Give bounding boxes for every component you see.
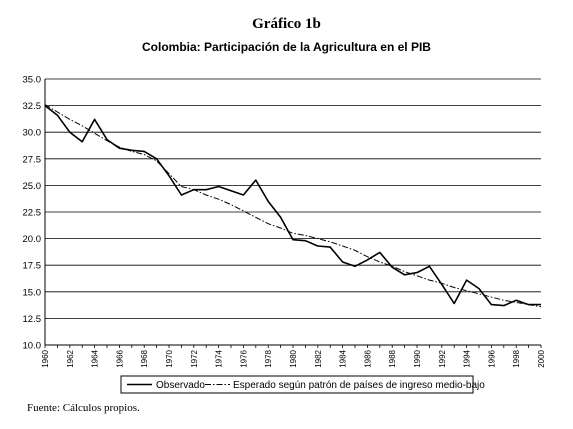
x-tick-label: 1992 (438, 349, 447, 367)
x-tick-label: 1988 (388, 349, 397, 367)
chart-title: Colombia: Participación de la Agricultur… (142, 40, 431, 54)
y-tick-label: 35.0 (23, 75, 42, 86)
x-tick-label: 1998 (512, 349, 521, 367)
x-tick-label: 1974 (215, 349, 224, 367)
x-tick-label: 1996 (487, 349, 496, 367)
x-tick-label: 1982 (314, 349, 323, 367)
x-axis-ticks: 1960 1962 1964 1966 1968 1970 1972 1974 1976 1978… (41, 345, 546, 368)
x-tick-label: 1968 (140, 349, 149, 367)
x-tick-label: 1984 (339, 349, 348, 367)
y-tick-label: 10.0 (23, 341, 42, 352)
x-tick-label: 1978 (264, 349, 273, 367)
x-tick-label: 1986 (363, 349, 372, 367)
legend-label-observado: Observado (156, 380, 205, 391)
y-tick-label: 22.5 (23, 208, 42, 219)
x-tick-label: 1960 (41, 349, 50, 367)
y-tick-label: 12.5 (23, 314, 42, 325)
y-tick-label: 17.5 (23, 261, 42, 272)
y-tick-label: 32.5 (23, 101, 42, 112)
figure-supertitle: Gráfico 1b (252, 16, 321, 32)
x-tick-label: 1972 (190, 349, 199, 367)
legend-box (120, 375, 474, 394)
gridlines (45, 78, 541, 346)
y-tick-label: 27.5 (23, 154, 42, 165)
source-note: Fuente: Cálculos propios. (27, 402, 140, 414)
y-axis-ticks: 10.0 12.5 15.0 17.5 20.0 22.5 25.0 27.5 30.0 32.5… (23, 75, 42, 352)
x-tick-label: 1962 (66, 349, 75, 367)
series-line-observado (44, 104, 541, 307)
series-line-esperado (44, 104, 542, 308)
x-tick-label: 1994 (463, 349, 472, 367)
series-lines (44, 104, 542, 308)
y-tick-label: 15.0 (23, 287, 42, 298)
y-tick-label: 30.0 (23, 128, 42, 139)
x-tick-label: 1976 (239, 349, 248, 367)
y-tick-label: 20.0 (23, 234, 42, 245)
x-tick-label: 1970 (165, 349, 174, 367)
x-tick-label: 2000 (537, 349, 546, 367)
x-tick-label: 1990 (413, 349, 422, 367)
legend: Observado Esperado según patrón de paíse… (120, 375, 485, 394)
x-tick-label: 1964 (91, 349, 100, 367)
x-tick-label: 1980 (289, 349, 298, 367)
y-tick-label: 25.0 (23, 181, 42, 192)
legend-label-esperado: Esperado según patrón de países de ingre… (233, 380, 485, 391)
x-tick-label: 1966 (115, 349, 124, 367)
